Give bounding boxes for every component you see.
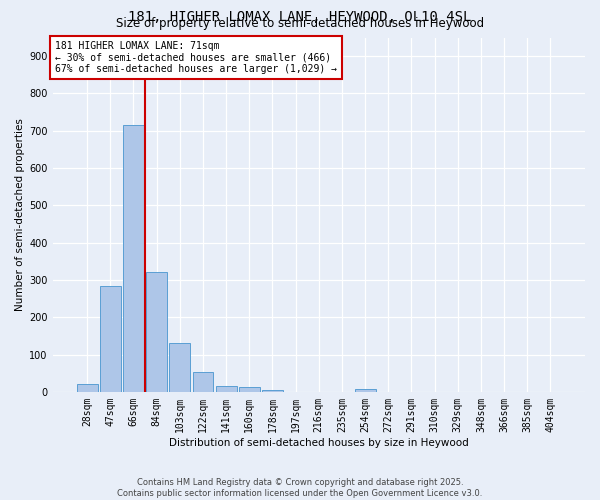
Text: 181, HIGHER LOMAX LANE, HEYWOOD, OL10 4SL: 181, HIGHER LOMAX LANE, HEYWOOD, OL10 4S…: [128, 10, 472, 24]
Bar: [262, 390, 283, 392]
Text: Contains HM Land Registry data © Crown copyright and database right 2025.
Contai: Contains HM Land Registry data © Crown c…: [118, 478, 482, 498]
X-axis label: Distribution of semi-detached houses by size in Heywood: Distribution of semi-detached houses by …: [169, 438, 469, 448]
Text: Size of property relative to semi-detached houses in Heywood: Size of property relative to semi-detach…: [116, 18, 484, 30]
Bar: [123, 125, 144, 392]
Bar: [146, 272, 167, 392]
Text: 181 HIGHER LOMAX LANE: 71sqm
← 30% of semi-detached houses are smaller (466)
67%: 181 HIGHER LOMAX LANE: 71sqm ← 30% of se…: [55, 41, 337, 74]
Bar: [355, 389, 376, 392]
Bar: [239, 388, 260, 392]
Bar: [100, 286, 121, 392]
Bar: [193, 372, 214, 392]
Bar: [215, 386, 236, 392]
Y-axis label: Number of semi-detached properties: Number of semi-detached properties: [15, 118, 25, 311]
Bar: [77, 384, 98, 392]
Bar: [169, 344, 190, 392]
